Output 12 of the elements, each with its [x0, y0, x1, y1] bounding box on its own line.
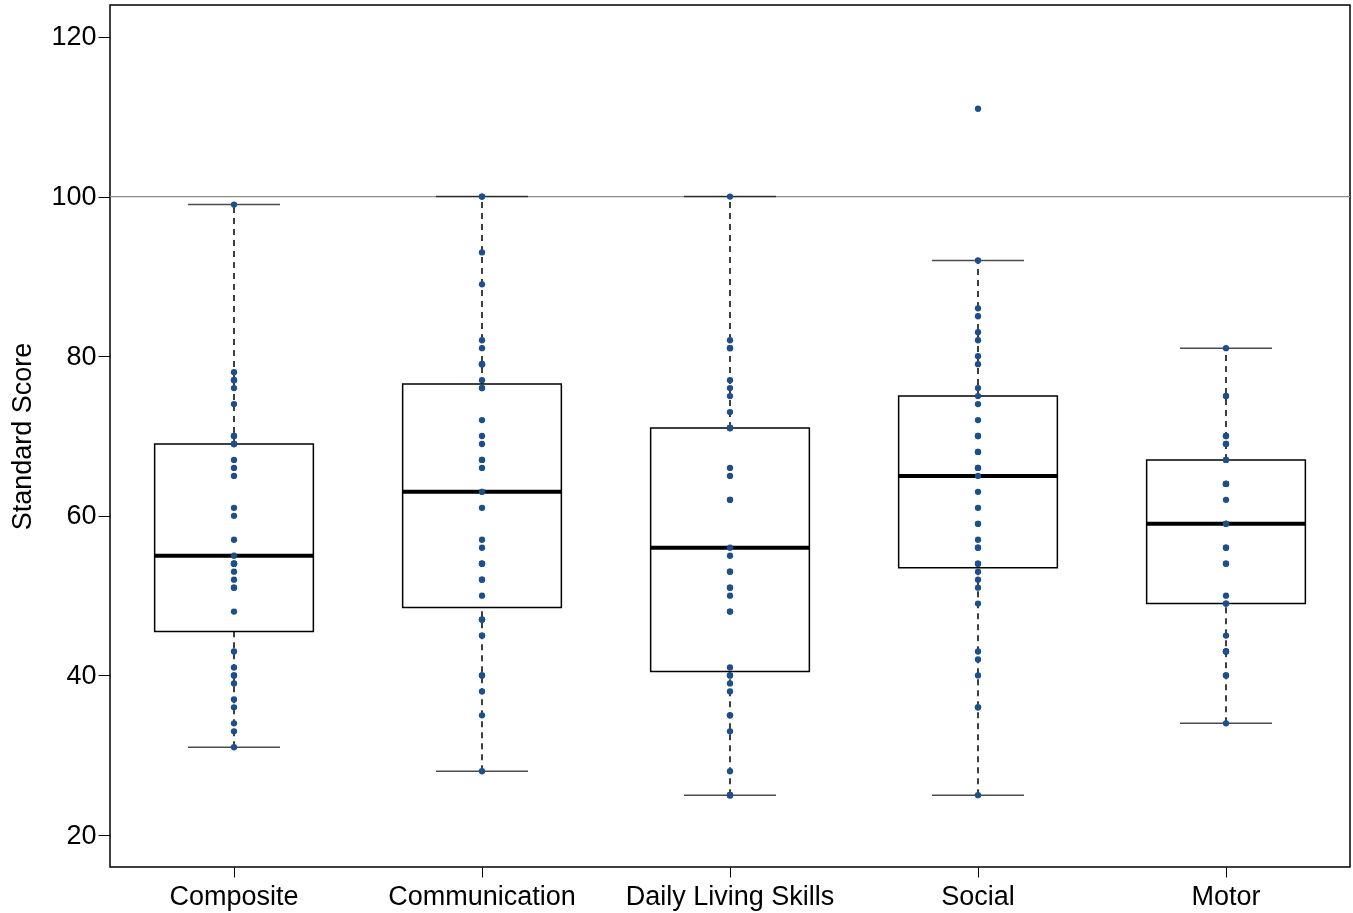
y-tick-label: 100	[51, 181, 97, 212]
x-tick-label: Composite	[169, 880, 299, 911]
x-tick-label: Motor	[1191, 880, 1261, 911]
y-tick-label: 60	[66, 500, 97, 531]
y-tick-label: 120	[51, 21, 97, 52]
y-tick-label: 40	[66, 659, 97, 690]
y-tick-label: 80	[66, 340, 97, 371]
x-tick-label: Daily Living Skills	[625, 880, 835, 911]
x-tick-label: Social	[941, 880, 1015, 911]
y-tick-label: 20	[66, 819, 97, 850]
x-tick-label: Communication	[388, 880, 576, 911]
y-axis-title: Standard Score	[7, 342, 38, 531]
